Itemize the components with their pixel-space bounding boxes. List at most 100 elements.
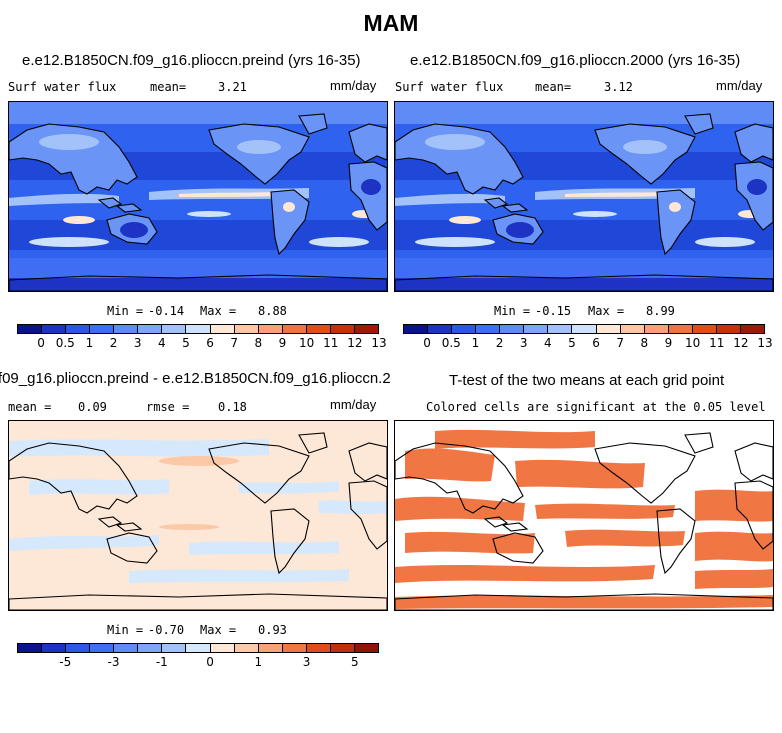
panel2-mean-value: 3.12 [604,80,633,94]
panel1-min-value: -0.14 [148,304,185,318]
colorbar-cell [66,644,91,652]
panel1-variable: Surf water flux [8,80,117,94]
colorbar-cell [234,644,259,652]
panel2-variable: Surf water flux [395,80,504,94]
colorbar-tick-label: 11 [323,336,339,350]
panel1-units: mm/day [330,78,377,93]
colorbar-cell [90,644,115,652]
panel1-mean-value: 3.21 [218,80,247,94]
panel2-max-label: Max = [588,304,625,318]
colorbar-cell [524,325,549,333]
colorbar-cell [668,325,693,333]
colorbar-cell [282,325,307,333]
colorbar-cell [428,325,453,333]
colorbar-tick-label: 5 [568,336,576,350]
colorbar-cell [596,325,621,333]
panel1-max-value: 8.88 [258,304,287,318]
colorbar-tick-label: 0.5 [55,336,75,350]
colorbar-cell [114,644,139,652]
figure-title: MAM [363,10,419,36]
colorbar-cell [186,325,211,333]
colorbar-tick-label: 3 [302,655,311,669]
colorbar-tick-label: 6 [206,336,214,350]
colorbar-tick-label: 6 [592,336,600,350]
colorbar-cell [18,325,43,333]
colorbar-cell [452,325,477,333]
colorbar-tick-label: -1 [155,655,168,669]
panel4-title: T-test of the two means at each grid poi… [449,372,725,389]
panel3-mean-label: mean = [8,400,52,414]
panel1-min-label: Min = [107,304,144,318]
colorbar-tick-label: 0 [37,336,45,350]
panel3-rmse-value: 0.18 [218,400,247,414]
colorbar-tick-label: -5 [59,655,72,669]
colorbar-cell [354,325,378,333]
colorbar-tick-label: 4 [543,336,552,350]
colorbar-cell [210,325,235,333]
colorbar-cell [716,325,741,333]
panel2-max-value: 8.99 [646,304,675,318]
panel3-mean-value: 0.09 [78,400,107,414]
colorbar-tick-label: 7 [616,336,625,350]
colorbar-cell [114,325,139,333]
colorbar-cell [500,325,525,333]
panel1-max-label: Max = [200,304,237,318]
colorbar-cell [644,325,669,333]
colorbar-tick-label: 0 [423,336,431,350]
colorbar-tick-label: 3 [133,336,142,350]
panel3-colorbar [17,643,379,653]
colorbar-cell [42,325,67,333]
colorbar-cell [572,325,597,333]
colorbar-tick-label: 0.5 [441,336,461,350]
colorbar-tick-label: 4 [157,336,166,350]
colorbar-cell [404,325,429,333]
colorbar-cell [42,644,67,652]
panel2-colorbar [403,324,765,334]
panel3-max-value: 0.93 [258,623,287,637]
colorbar-tick-label: 5 [182,336,190,350]
colorbar-cell [476,325,501,333]
colorbar-tick-label: 3 [519,336,528,350]
panel3-colorbar-labels: -5 -3 -1 0 1 3 5 [17,655,379,671]
colorbar-cell [258,325,283,333]
panel3-min-label: Min = [107,623,144,637]
colorbar-tick-label: 12 [347,336,363,350]
panel1-colorbar-labels: 0 0.5 1 2 3 4 5 6 7 8 9 10 11 12 13 [17,336,386,352]
colorbar-cell [620,325,645,333]
colorbar-cell [162,644,187,652]
colorbar-cell [330,325,355,333]
colorbar-cell [282,644,307,652]
colorbar-cell [692,325,717,333]
colorbar-cell [138,325,163,333]
colorbar-cell [66,325,91,333]
colorbar-tick-label: 10 [684,336,701,350]
panel3-map [8,420,388,611]
panel2-map [394,101,774,292]
colorbar-tick-label: 12 [733,336,749,350]
panel1-map [8,101,388,292]
panel2-colorbar-labels: 0 0.5 1 2 3 4 5 6 7 8 9 10 11 12 13 [403,336,772,352]
colorbar-cell [306,644,331,652]
colorbar-tick-label: 8 [254,336,263,350]
colorbar-cell [18,644,43,652]
colorbar-tick-label: 10 [298,336,315,350]
colorbar-cell [138,644,163,652]
panel2-units: mm/day [716,78,763,93]
colorbar-tick-label: 5 [351,655,359,669]
panel2-min-label: Min = [494,304,531,318]
colorbar-tick-label: 7 [230,336,239,350]
panel3-units: mm/day [330,397,377,412]
colorbar-tick-label: 0 [206,655,214,669]
colorbar-cell [548,325,573,333]
colorbar-tick-label: 11 [709,336,725,350]
panel2-min-value: -0.15 [535,304,572,318]
colorbar-cell [740,325,764,333]
colorbar-cell [306,325,331,333]
colorbar-tick-label: 8 [640,336,649,350]
colorbar-tick-label: 9 [664,336,673,350]
panel4-map [394,420,774,611]
panel3-rmse-label: rmse = [146,400,190,414]
colorbar-cell [210,644,235,652]
panel2-title: e.e12.B1850CN.f09_g16.plioccn.2000 (yrs … [410,52,741,69]
colorbar-cell [90,325,115,333]
